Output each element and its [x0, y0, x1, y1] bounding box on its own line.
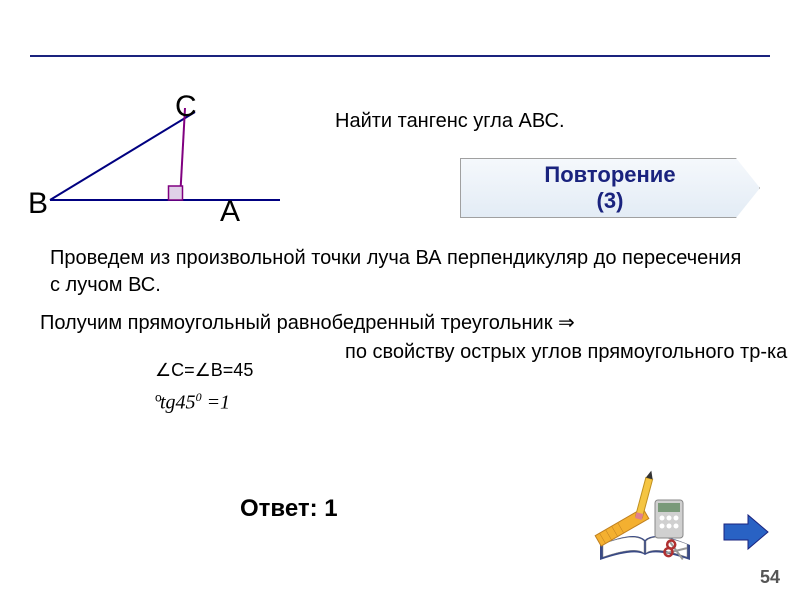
vertex-label-c: C: [175, 90, 197, 124]
header-divider: [30, 55, 770, 57]
banner-text-line1: Повторение: [544, 162, 675, 187]
next-button[interactable]: [722, 512, 770, 552]
vertex-label-a: A: [220, 195, 240, 229]
banner-text-line2: (3): [597, 188, 624, 213]
vertex-label-b: B: [28, 187, 48, 221]
geometry-diagram: [30, 90, 310, 230]
repetition-banner[interactable]: Повторение (3): [460, 158, 760, 218]
tangent-formula: tg450 =1: [160, 390, 230, 415]
solution-step-1: Проведем из произвольной точки луча ВА п…: [50, 245, 750, 299]
solution-step-2: Получим прямоугольный равнобедренный тре…: [40, 310, 770, 335]
property-text: по свойству острых углов прямоугольного …: [345, 340, 787, 365]
task-statement: Найти тангенс угла АВС.: [335, 110, 565, 133]
page-number: 54: [760, 567, 780, 588]
stationery-clipart: [585, 470, 705, 565]
answer-text: Ответ: 1: [240, 495, 338, 523]
